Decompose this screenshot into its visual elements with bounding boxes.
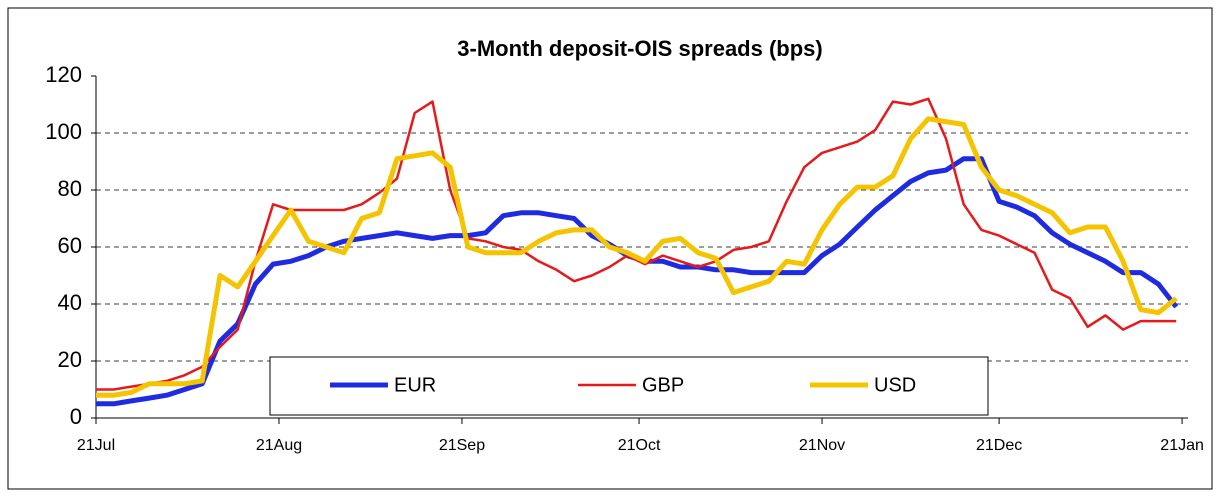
y-tick-label: 80: [58, 176, 82, 201]
y-tick-label: 100: [45, 119, 82, 144]
series-line: [96, 116, 1178, 398]
series-line: [96, 97, 1177, 391]
x-tick-label: 21Aug: [256, 437, 302, 454]
x-tick-label: 21Dec: [976, 437, 1022, 454]
legend-label: EUR: [394, 374, 436, 396]
y-tick-label: 120: [45, 62, 82, 87]
x-tick-label: 21Jul: [77, 437, 115, 454]
legend-label: GBP: [642, 374, 684, 396]
y-tick-label: 60: [58, 233, 82, 258]
legend-label: USD: [874, 374, 916, 396]
x-tick-label: 21Nov: [799, 437, 845, 454]
chart-title: 3-Month deposit-OIS spreads (bps): [457, 36, 822, 61]
y-tick-label: 20: [58, 347, 82, 372]
x-tick-label: 21Jan: [1160, 437, 1204, 454]
x-tick-label: 21Sep: [439, 437, 485, 454]
x-tick-label: 21Oct: [618, 437, 661, 454]
y-tick-label: 0: [70, 404, 82, 429]
y-tick-label: 40: [58, 290, 82, 315]
